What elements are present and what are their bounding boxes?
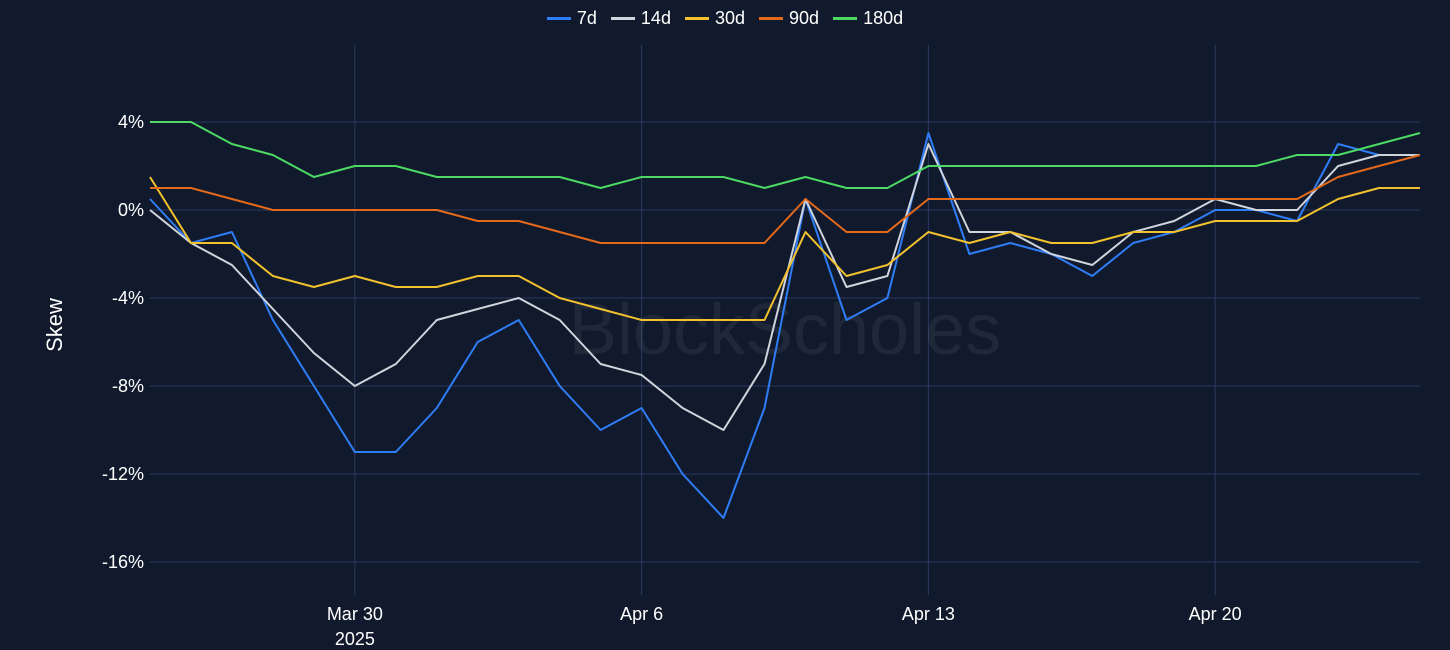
x-tick-label: Apr 13: [902, 604, 955, 624]
y-tick-label: -8%: [112, 376, 144, 396]
legend-label: 180d: [863, 8, 904, 28]
y-axis-ticks: 4% 0% -4% -8% -12% -16%: [102, 112, 144, 572]
legend-swatch: [684, 17, 709, 20]
y-tick-label: -12%: [102, 464, 144, 484]
series-line-90d: [150, 154, 1421, 244]
legend-label: 14d: [640, 8, 671, 28]
y-tick-label: -4%: [112, 288, 144, 308]
series-line-7d: [149, 132, 1420, 519]
x-tick-year-label: 2025: [335, 629, 375, 649]
series-line-180d: [150, 121, 1421, 189]
chart-legend: 7d 14d 30d 90d 180d: [0, 8, 1450, 29]
y-axis-label: Skew: [42, 298, 67, 352]
legend-item-7d[interactable]: 7d: [546, 8, 597, 29]
legend-item-30d[interactable]: 30d: [684, 8, 746, 29]
series-lines: [149, 121, 1421, 519]
series-line-30d: [149, 176, 1420, 321]
legend-swatch: [833, 17, 858, 20]
legend-item-90d[interactable]: 90d: [759, 8, 819, 29]
y-tick-label: -16%: [102, 552, 144, 572]
x-tick-label: Apr 20: [1189, 604, 1242, 624]
x-tick-label: Apr 6: [620, 604, 663, 624]
legend-swatch: [759, 17, 784, 20]
series-line-14d: [149, 143, 1420, 431]
legend-label: 7d: [576, 8, 597, 28]
y-tick-label: 4%: [118, 112, 144, 132]
legend-item-14d[interactable]: 14d: [610, 8, 671, 29]
x-tick-label: Mar 30: [327, 604, 383, 624]
legend-item-180d[interactable]: 180d: [833, 8, 903, 29]
legend-label: 30d: [714, 8, 746, 28]
legend-swatch: [546, 17, 571, 20]
legend-label: 90d: [789, 8, 820, 28]
legend-swatch: [610, 17, 635, 20]
y-tick-label: 0%: [118, 200, 144, 220]
x-axis-ticks: Mar 30 2025 Apr 6 Apr 13 Apr 20: [327, 604, 1242, 649]
